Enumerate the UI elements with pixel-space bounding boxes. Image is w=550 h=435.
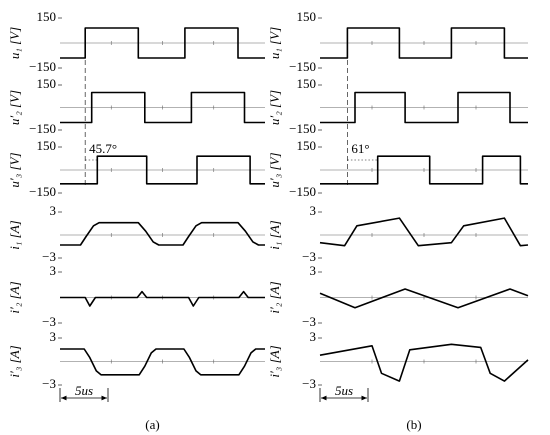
y-tick-label: 3	[310, 203, 317, 218]
waveform	[60, 27, 265, 59]
y-tick-label: −3	[302, 314, 316, 329]
waveform	[320, 91, 528, 124]
y-tick-label: −3	[42, 249, 56, 264]
y-tick-label: 3	[310, 329, 317, 344]
y-tick-label: 3	[50, 329, 57, 344]
y-tick-label: −3	[42, 314, 56, 329]
y-tick-label: −3	[42, 376, 56, 391]
waveform	[60, 221, 265, 246]
y-tick-label: 150	[297, 76, 317, 91]
y-axis-label: i₁ [A]	[7, 220, 22, 249]
waveform	[320, 27, 528, 59]
y-tick-label: −3	[302, 249, 316, 264]
y-tick-label: 150	[37, 76, 57, 91]
y-tick-label: 150	[297, 9, 317, 24]
waveform	[320, 155, 528, 185]
y-axis-label: u′₃ [V]	[7, 152, 22, 187]
y-axis-label: u₁ [V]	[7, 27, 22, 59]
y-axis-label: u′₃ [V]	[267, 152, 282, 187]
scale-bar-label: 5us	[335, 383, 353, 398]
y-axis-label: i′₃ [A]	[7, 345, 22, 377]
y-tick-label: −150	[289, 59, 316, 74]
phase-annotation: 45.7°	[89, 141, 117, 156]
y-axis-label: i′₂ [A]	[267, 281, 282, 313]
y-tick-label: −150	[29, 121, 56, 136]
waveform	[60, 290, 265, 307]
waveform	[319, 343, 529, 382]
scale-bar-label: 5us	[75, 383, 93, 398]
waveform	[319, 288, 529, 309]
y-tick-label: 3	[50, 263, 57, 278]
waveform	[60, 155, 265, 185]
waveform	[319, 217, 529, 247]
y-axis-label: i′₂ [A]	[7, 281, 22, 313]
y-tick-label: −150	[289, 121, 316, 136]
y-tick-label: −3	[302, 376, 316, 391]
y-tick-label: 3	[50, 203, 57, 218]
y-tick-label: 150	[37, 138, 57, 153]
y-tick-label: 3	[310, 263, 317, 278]
y-tick-label: 150	[37, 9, 57, 24]
y-tick-label: −150	[289, 184, 316, 199]
panel-label: (b)	[406, 417, 421, 432]
y-axis-label: u′₂ [V]	[7, 90, 22, 125]
y-axis-label: i₁ [A]	[267, 220, 282, 249]
y-tick-label: 150	[297, 138, 317, 153]
y-tick-label: −150	[29, 184, 56, 199]
y-tick-label: −150	[29, 59, 56, 74]
panel-label: (a)	[145, 417, 159, 432]
y-axis-label: u′₂ [V]	[267, 90, 282, 125]
waveform	[60, 348, 265, 376]
waveform	[60, 91, 265, 124]
y-axis-label: u₁ [V]	[267, 27, 282, 59]
y-axis-label: i′₃ [A]	[267, 345, 282, 377]
phase-annotation: 61°	[351, 141, 369, 156]
